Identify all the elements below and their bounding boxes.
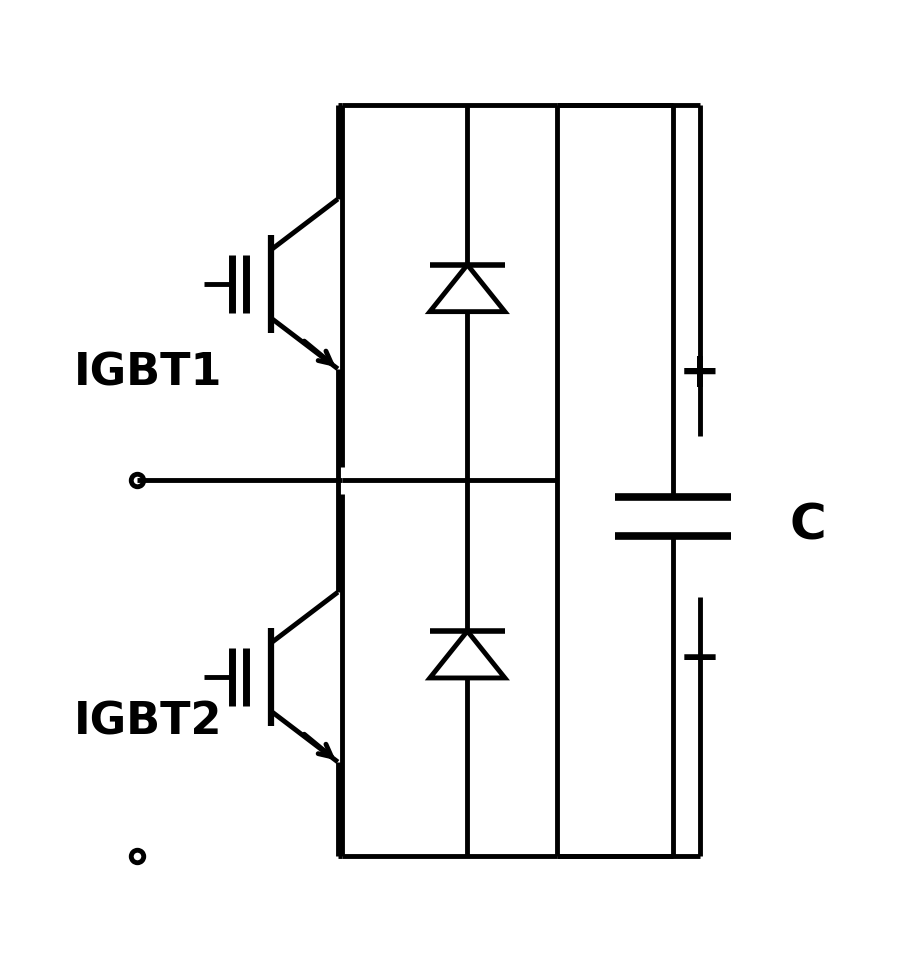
Text: +: +: [679, 349, 720, 397]
Text: C: C: [789, 502, 826, 549]
Text: IGBT1: IGBT1: [75, 352, 223, 395]
Text: IGBT2: IGBT2: [75, 701, 223, 743]
Text: −: −: [679, 635, 721, 683]
